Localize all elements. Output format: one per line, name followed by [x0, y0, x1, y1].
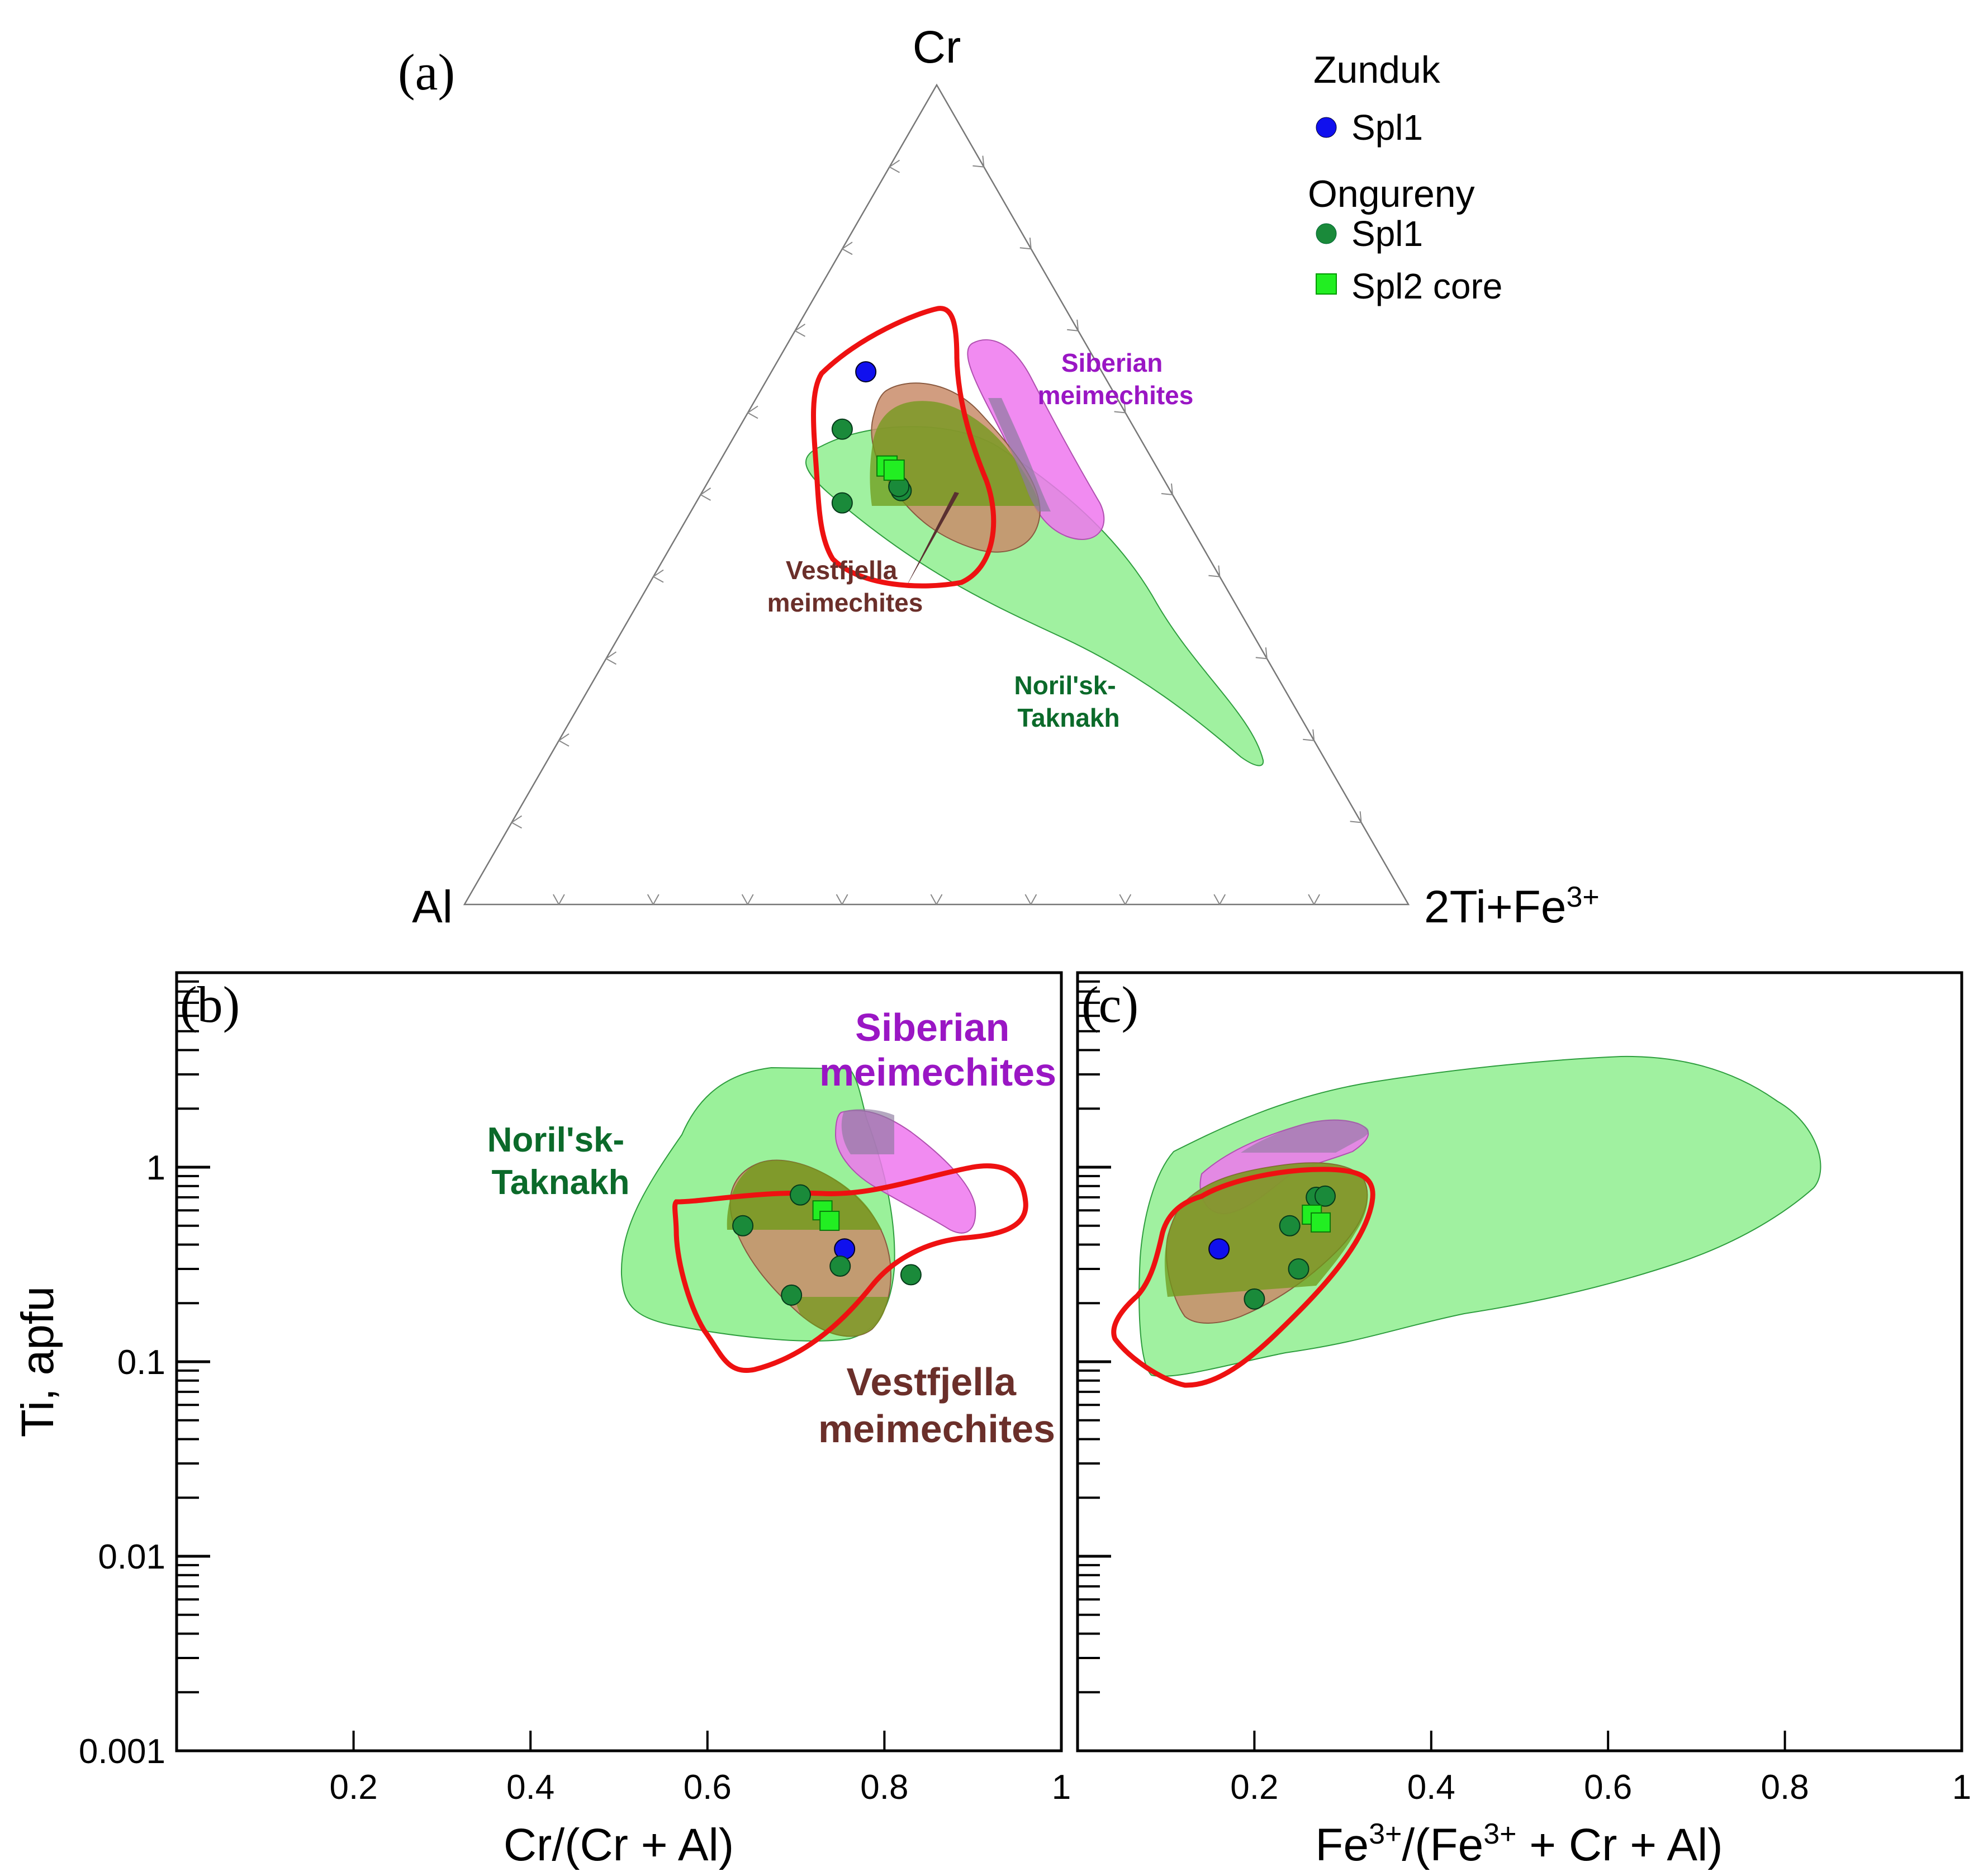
ternary-tick-right	[1019, 238, 1032, 250]
ternary-panel: (a) Cr Al 2Ti+Fe3+ Siberian meimechites …	[398, 22, 1600, 932]
label-siberian-ternary: Siberian meimechites	[1038, 348, 1194, 410]
point-spl2	[1311, 1212, 1331, 1233]
ternary-tick-bottom	[741, 894, 754, 905]
ternary-tick-left	[700, 487, 711, 501]
x-tick-label: 0.6	[1584, 1768, 1632, 1807]
ternary-tick-right	[1255, 647, 1268, 660]
point-ongureny	[900, 1264, 922, 1286]
legend-item-zunduk-spl1: Spl1	[1351, 107, 1423, 148]
y-tick-label: 0.1	[117, 1343, 165, 1382]
points-c	[1208, 1185, 1336, 1310]
legend-marker-ongureny-spl2	[1316, 273, 1337, 295]
legend-item-ongureny-spl2: Spl2 core	[1351, 266, 1502, 306]
panel-c-label: (c)	[1081, 976, 1138, 1033]
ternary-tick-left	[653, 569, 664, 583]
x-tick-label: 0.4	[1407, 1768, 1455, 1807]
point-ongureny	[1279, 1215, 1301, 1237]
ternary-point-ongureny	[831, 418, 853, 440]
ternary-tick-left	[747, 405, 758, 419]
legend-group-zunduk: Zunduk	[1313, 49, 1441, 91]
ternary-tick-bottom	[647, 894, 659, 905]
legend-marker-ongureny-spl1	[1316, 223, 1337, 244]
x-tick-label: 0.2	[329, 1768, 377, 1807]
ternary-tick-right	[1208, 565, 1221, 577]
vestfjella-outline-ternary	[811, 306, 997, 589]
x-tick-label: 0.8	[1761, 1768, 1809, 1807]
y-tick-label: 1	[146, 1149, 165, 1187]
point-ongureny	[1314, 1185, 1336, 1207]
ternary-tick-bottom	[1308, 894, 1320, 905]
y-tick-label: 0.01	[98, 1538, 165, 1576]
points-b	[732, 1184, 922, 1306]
axes-c: 0.2 0.4 0.6 0.8 1	[1078, 980, 1971, 1807]
ternary-ticks	[511, 155, 1362, 905]
ternary-tick-left	[889, 159, 900, 173]
ternary-tick-right	[1114, 401, 1126, 414]
ternary-tick-bottom	[553, 894, 565, 905]
ternary-tick-left	[842, 241, 853, 255]
ternary-tick-left	[511, 815, 523, 829]
ternary-tick-bottom	[1213, 894, 1226, 905]
legend-marker-zunduk-spl1	[1316, 117, 1337, 138]
x-tick-label: 0.8	[860, 1768, 908, 1807]
apex-al: Al	[412, 882, 453, 932]
legend: Zunduk Spl1 Ongureny Spl1 Spl2 core	[1308, 49, 1502, 306]
label-siberian-b: Siberian meimechites	[819, 1006, 1056, 1094]
point-ongureny	[790, 1184, 812, 1206]
point-zunduk	[1208, 1238, 1230, 1260]
ternary-tick-bottom	[1119, 894, 1132, 905]
x-axis-title-b: Cr/(Cr + Al)	[504, 1820, 734, 1870]
point-ongureny	[829, 1256, 851, 1277]
ternary-tick-bottom	[836, 894, 848, 905]
x-tick-label: 0.6	[684, 1768, 732, 1807]
ternary-tick-bottom	[1024, 894, 1037, 905]
x-tick-label: 1	[1952, 1768, 1971, 1807]
ternary-points	[831, 361, 912, 514]
ternary-tick-right	[1303, 729, 1315, 741]
y-axis-title: Ti, apfu	[12, 1286, 63, 1437]
ternary-tick-left	[558, 733, 570, 747]
vestfjella-outline-c	[1111, 1167, 1375, 1388]
ternary-point-ongureny	[831, 492, 853, 514]
panel-c: (c) 0.2 0.4 0.6 0.8 1 Fe3+/(Fe3+ + Cr + Al)	[1076, 971, 1971, 1870]
field-overlap-gray-b	[841, 1109, 894, 1154]
x-tick-label: 1	[1052, 1768, 1071, 1807]
vestfjella-outline-b	[672, 1163, 1028, 1373]
point-spl2	[819, 1210, 840, 1231]
ternary-tick-right	[1067, 319, 1079, 331]
ternary-tick-right	[972, 155, 985, 168]
label-vestfjella-ternary: Vestfjella meimechites	[767, 556, 923, 617]
panel-b-label: (b)	[180, 976, 240, 1033]
ternary-tick-left	[794, 323, 806, 337]
label-norilsk-b: Noril'sk- Taknakh	[487, 1121, 634, 1202]
ternary-tick-bottom	[930, 894, 943, 905]
panel-a-label: (a)	[398, 44, 455, 101]
panel-b: (b) 0.2 0.4 0.6 0.8 1 1 0.1 0.01 0.001 Siberian …	[12, 971, 1071, 1870]
ternary-tick-right	[1161, 483, 1173, 495]
x-axis-title-c: Fe3+/(Fe3+ + Cr + Al)	[1315, 1818, 1723, 1870]
point-ongureny	[781, 1284, 803, 1306]
y-tick-label: 0.001	[79, 1732, 165, 1771]
legend-item-ongureny-spl1: Spl1	[1351, 214, 1423, 254]
ternary-point-spl2	[883, 459, 905, 481]
axes-b: 0.2 0.4 0.6 0.8 1 1 0.1 0.01 0.001	[79, 980, 1071, 1807]
point-ongureny	[1244, 1288, 1265, 1310]
x-tick-label: 0.4	[506, 1768, 554, 1807]
legend-group-ongureny: Ongureny	[1308, 173, 1475, 215]
ternary-point-zunduk	[855, 361, 877, 383]
vestfjella-pointer	[905, 492, 959, 588]
label-norilsk-ternary: Noril'sk- Taknakh	[1014, 671, 1123, 732]
ternary-tick-right	[1350, 811, 1362, 823]
point-ongureny	[1288, 1258, 1309, 1280]
apex-cr: Cr	[913, 22, 961, 73]
ternary-tick-left	[605, 651, 617, 665]
apex-ti-fe: 2Ti+Fe3+	[1424, 881, 1600, 932]
x-tick-label: 0.2	[1230, 1768, 1278, 1807]
label-vestfjella-b: Vestfjella meimechites	[818, 1360, 1055, 1451]
point-ongureny	[732, 1215, 754, 1237]
